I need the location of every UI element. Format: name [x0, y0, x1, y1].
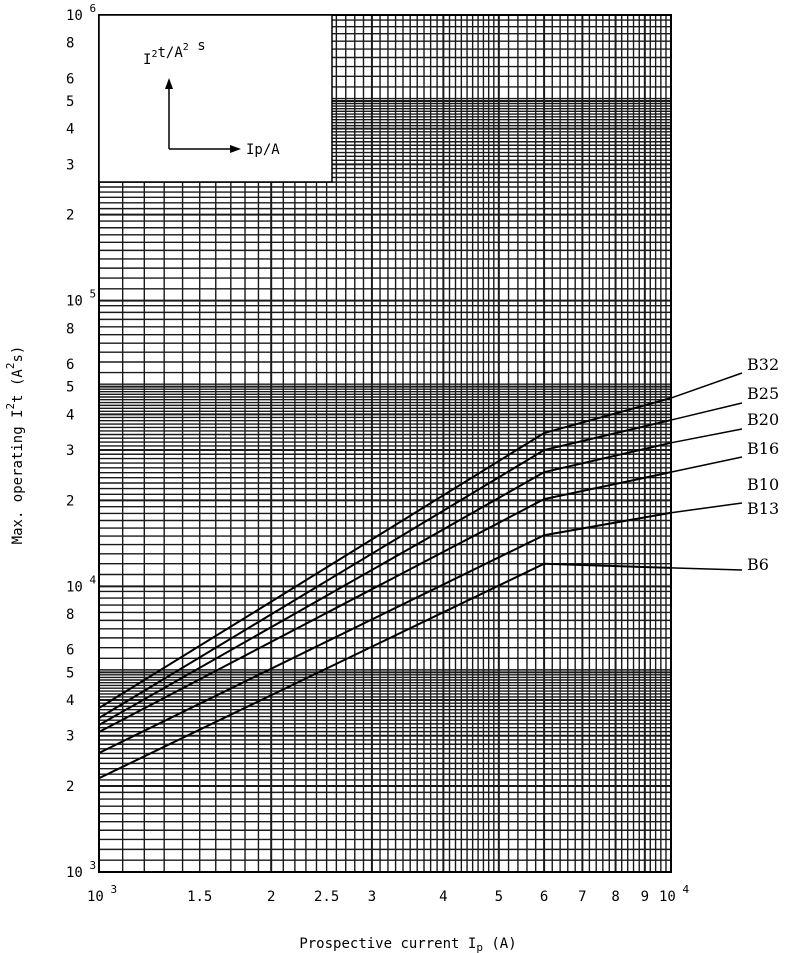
x-tick-label: 4 [439, 889, 447, 905]
x-tick-label: 3 [368, 889, 376, 905]
tick-base: 10 [66, 8, 83, 24]
tick-base: 10 [87, 889, 104, 905]
x-tick-label: 10 4 [659, 883, 689, 905]
y-tick-label: 2 [66, 779, 74, 795]
text-part: t/A [157, 45, 183, 61]
leader-line-b16 [670, 456, 743, 473]
x-tick-label: 2 [267, 889, 275, 905]
tick-base: 10 [66, 579, 83, 595]
series-line-b6 [98, 562, 672, 780]
y-tick-label: 3 [66, 729, 74, 745]
tick-exponent: 3 [83, 859, 96, 872]
x-tick-label: 1.5 [187, 889, 212, 905]
series-line-b32 [98, 397, 672, 709]
x-axis-label-subscript: p [476, 941, 483, 953]
y-axis-label-part: 2 [4, 363, 17, 370]
arrow-up-icon [165, 78, 173, 89]
axis-labels: Prospective current Ip (A) Max. operating… [4, 346, 517, 953]
series-label-b25: B25 [747, 384, 779, 403]
x-axis-label-text: Prospective current I [299, 936, 476, 952]
series-label-b13: B13 [747, 499, 779, 518]
series-label-b6: B6 [747, 555, 769, 574]
text-part: s [189, 38, 206, 54]
tick-exponent: 3 [104, 883, 117, 896]
y-tick-label: 10 6 [66, 2, 96, 24]
superscript: 2 [151, 49, 157, 60]
x-tick-label: 6 [540, 889, 548, 905]
y-tick-label: 6 [66, 643, 74, 659]
x-tick-label: 2.5 [314, 889, 339, 905]
x-tick-label: 10 3 [87, 883, 117, 905]
superscript: 2 [183, 42, 189, 53]
leader-line-b6 [670, 567, 743, 571]
y-axis-label: Max. operating I2t (A2s) [4, 346, 26, 545]
y-axis-label-part: Max. operating I [10, 409, 26, 544]
text-part: I [143, 52, 151, 68]
y-tick-label: 3 [66, 443, 74, 459]
y-tick-label: 10 3 [66, 859, 96, 881]
series-lines: B32 B25 B20 B16 B13 B6 B10 [98, 355, 779, 780]
series-label-b32: B32 [747, 355, 779, 374]
y-tick-label: 4 [66, 693, 74, 709]
y-tick-label: 8 [66, 36, 74, 52]
leader-line-b32 [670, 372, 743, 399]
y-tick-label: 2 [66, 493, 74, 509]
x-tick-label: 9 [641, 889, 649, 905]
x-tick-label: 5 [495, 889, 503, 905]
leader-line-b13 [670, 502, 743, 514]
y-tick-label: 4 [66, 122, 74, 138]
y-tick-label: 8 [66, 321, 74, 337]
y-tick-label: 8 [66, 607, 74, 623]
y-tick-label: 5 [66, 94, 74, 110]
series-label-b20: B20 [747, 410, 779, 429]
x-tick-label: 7 [578, 889, 586, 905]
inset-legend-box: I2t/A2 sIp/A [98, 14, 333, 183]
inset-box [98, 14, 333, 183]
y-axis-label-part: t (A [10, 369, 26, 403]
grid [98, 14, 672, 873]
series-line-b20 [98, 441, 672, 726]
tick-base: 10 [66, 865, 83, 881]
tick-base: 10 [66, 294, 83, 310]
x-axis-label-unit: (A) [483, 936, 517, 952]
tick-base: 10 [659, 889, 676, 905]
arrow-right-icon [230, 145, 241, 153]
leader-line-b20 [670, 428, 743, 444]
y-axis-label-part: 2 [4, 403, 17, 410]
y-tick-label: 3 [66, 157, 74, 173]
y-tick-label: 5 [66, 665, 74, 681]
y-tick-label: 6 [66, 357, 74, 373]
tick-exponent: 6 [83, 2, 96, 15]
series-label-b16: B16 [747, 439, 779, 458]
inset-y-axis-label: I2t/A2 s [143, 38, 206, 68]
series-label-b10: B10 [747, 475, 779, 494]
tick-exponent: 4 [676, 883, 690, 896]
tick-exponent: 5 [83, 288, 96, 301]
series-line-b16 [98, 471, 672, 733]
leader-line-b25 [670, 402, 743, 421]
inset-x-axis-label: Ip/A [246, 142, 280, 158]
series-line-b25 [98, 419, 672, 719]
tick-exponent: 4 [83, 573, 97, 586]
y-tick-label: 5 [66, 380, 74, 396]
y-tick-label: 10 4 [66, 573, 96, 595]
y-tick-label: 2 [66, 208, 74, 224]
y-tick-label: 10 5 [66, 288, 96, 310]
x-axis-label: Prospective current Ip (A) [299, 936, 516, 953]
series-line-b13 [98, 511, 672, 754]
y-tick-label: 4 [66, 407, 74, 423]
y-axis-label-part: s) [10, 346, 26, 363]
y-tick-label: 6 [66, 71, 74, 87]
x-tick-label: 8 [611, 889, 619, 905]
